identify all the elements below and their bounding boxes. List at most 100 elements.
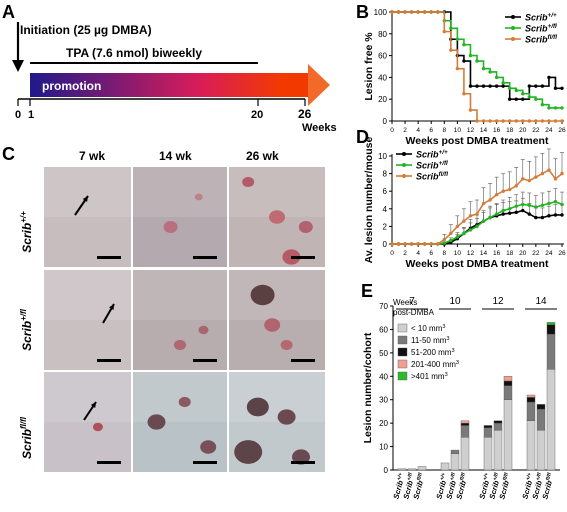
bar-segment <box>546 333 556 370</box>
lesion-spot <box>264 318 281 332</box>
data-point <box>468 214 473 218</box>
y-tick-label: 0 <box>383 117 388 126</box>
data-point <box>442 29 447 34</box>
x-axis-label: Weeks post DMBA treatment <box>406 258 549 270</box>
photo-highlight <box>133 372 227 422</box>
photo-background <box>133 167 227 267</box>
data-point <box>534 84 538 88</box>
data-point <box>501 81 505 85</box>
data-point <box>475 84 479 88</box>
data-point <box>553 106 558 110</box>
data-point <box>540 215 545 220</box>
legend-label: Scrib+/+ <box>525 12 557 23</box>
legend-label-sup: +/fl <box>548 23 558 30</box>
data-point <box>449 26 453 31</box>
bar-segment <box>483 427 493 438</box>
data-point <box>534 205 538 209</box>
x-tick-label: 4 <box>416 127 420 134</box>
legend-marker <box>511 37 515 41</box>
data-point <box>455 235 460 239</box>
data-point <box>501 189 505 193</box>
photo-background <box>133 270 227 370</box>
panel-label-e: E <box>361 281 373 301</box>
data-point <box>534 97 538 101</box>
data-point <box>547 201 551 206</box>
data-point <box>534 175 538 179</box>
chart-lesion-size-bars: 0 10 20 30 40 50 60 70 Lesion number/cohort Weeks… <box>362 296 560 500</box>
row-label-wt-base: Scrib <box>20 223 34 253</box>
x-tick-label: 20 <box>519 250 527 257</box>
bar-segment <box>526 401 536 421</box>
legend-marker <box>402 163 406 167</box>
data-point <box>521 97 525 101</box>
x-tick-label: 4 <box>416 250 420 257</box>
lesion-spot <box>277 409 296 425</box>
scale-bar <box>97 359 121 362</box>
data-point <box>449 48 453 52</box>
legend-label-sup: +/+ <box>548 12 557 19</box>
x-tick-label: 24 <box>545 127 553 134</box>
x-tick-label: 8 <box>442 250 446 257</box>
y-tick-label: 0 <box>383 240 388 249</box>
legend-label-sup: 3 <box>446 336 449 342</box>
data-point <box>494 212 499 216</box>
row-label-ko: Scribfl/fl <box>19 416 34 459</box>
data-point <box>553 177 558 181</box>
legend-marker <box>511 26 515 30</box>
genotype-label-sup: +/+ <box>396 472 404 481</box>
data-point <box>521 177 525 181</box>
scale-bar <box>193 256 217 259</box>
lesion-spot <box>269 210 285 224</box>
data-point <box>501 208 505 213</box>
lesion-spot <box>147 414 166 430</box>
data-point <box>560 213 564 217</box>
data-point <box>494 75 499 80</box>
data-point <box>468 84 473 88</box>
data-point <box>521 119 525 123</box>
x-tick-label: 8 <box>442 127 446 134</box>
legend-swatch <box>397 347 408 357</box>
y-tick-label: 70 <box>379 302 388 311</box>
data-point <box>547 119 551 123</box>
data-point <box>468 108 473 112</box>
x-tick-label: 12 <box>467 127 475 134</box>
y-tick-label: 10 <box>378 152 387 161</box>
data-point <box>416 10 420 14</box>
bar-segment <box>483 425 493 429</box>
bar-segment <box>493 422 503 431</box>
legend-label-base: Scrib <box>525 35 548 45</box>
legend-label-base: 201-400 mm <box>411 360 456 369</box>
lesion-spot <box>194 193 203 201</box>
lesion-spot <box>163 221 178 233</box>
data-point <box>494 193 499 197</box>
data-point <box>507 187 512 192</box>
data-point <box>488 215 492 220</box>
legend-label-sup: 3 <box>442 324 445 330</box>
lesion-arrow-head <box>90 402 96 408</box>
data-point <box>521 202 525 207</box>
data-point <box>494 119 499 123</box>
legend-label-base: 11-50 mm <box>411 336 447 345</box>
data-point <box>475 212 479 216</box>
bar-segment <box>503 385 513 400</box>
data-point <box>547 168 551 172</box>
data-point <box>488 198 492 202</box>
data-point <box>547 75 551 80</box>
bar-segment <box>460 422 470 426</box>
bar-segment <box>546 324 556 335</box>
genotype-label: Scribfl/fl <box>454 472 470 501</box>
data-point <box>547 214 551 218</box>
legend-swatch <box>397 371 408 381</box>
data-point <box>514 204 518 208</box>
genotype-label-sup: fl/fl <box>502 472 510 482</box>
legend-label: 11-50 mm3 <box>411 336 450 345</box>
data-point <box>390 242 394 246</box>
data-point <box>514 184 518 188</box>
data-point <box>540 84 545 88</box>
data-point <box>507 207 512 211</box>
bar-segment <box>450 449 460 454</box>
x-tick-label: 14 <box>480 250 488 257</box>
legend-label-sup: fl/fl <box>548 34 558 41</box>
photo-background <box>44 372 131 472</box>
